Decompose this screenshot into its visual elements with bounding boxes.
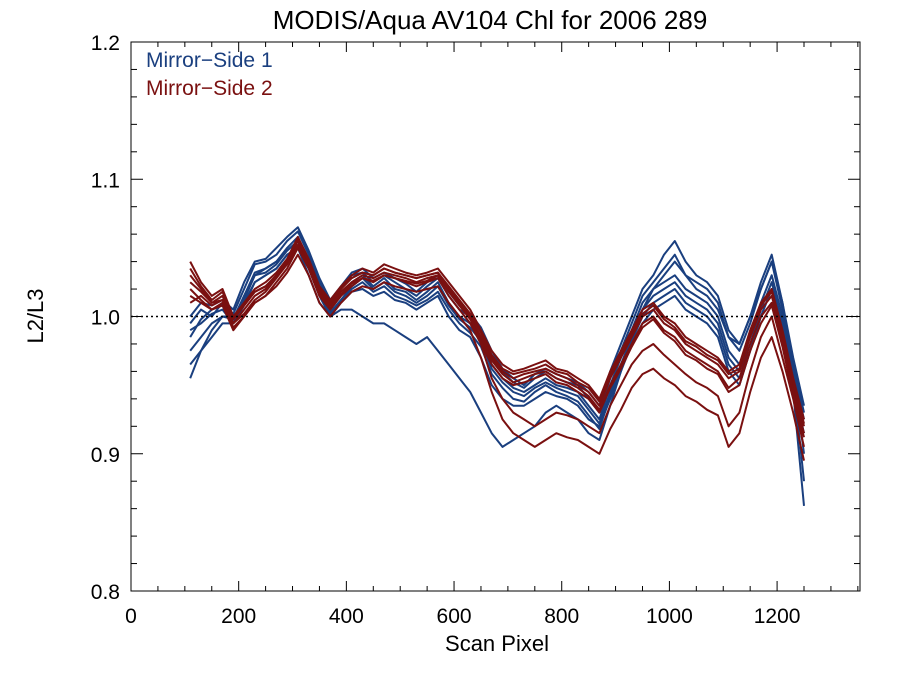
y-tick-label: 1.1	[91, 169, 120, 192]
series-line-mirror-side-2	[189, 253, 805, 461]
x-tick-label: 800	[544, 605, 579, 628]
series-line-mirror-side-2	[189, 246, 805, 438]
plot-area: 0 200 400 600 800 1000 1200 0.8 0.9 1.0 1.1 1.2	[91, 32, 861, 628]
y-tick-label: 0.9	[91, 444, 120, 467]
series-line-mirror-side-2	[189, 235, 805, 420]
x-tick-label: 0	[125, 605, 137, 628]
x-tick-label: 200	[221, 605, 256, 628]
y-tick-label: 1.2	[91, 32, 120, 55]
y-tick-label: 0.8	[91, 581, 120, 604]
x-tick-label: 1200	[754, 605, 801, 628]
y-tick-label: 1.0	[91, 307, 120, 330]
series-line-mirror-side-1	[189, 240, 805, 506]
series-line-mirror-side-2	[189, 238, 805, 424]
x-tick-label: 1000	[646, 605, 693, 628]
chart-title: MODIS/Aqua AV104 Chl for 2006 289	[273, 5, 708, 35]
series-line-mirror-side-2	[189, 244, 805, 448]
series-line-mirror-side-1	[189, 226, 805, 407]
y-axis-label: L2/L3	[23, 288, 48, 343]
legend-mirror-side-1: Mirror−Side 1	[146, 49, 273, 72]
x-tick-label: 600	[437, 605, 472, 628]
x-axis-label: Scan Pixel	[445, 631, 549, 656]
x-tick-label: 400	[329, 605, 364, 628]
legend-mirror-side-2: Mirror−Side 2	[146, 77, 273, 100]
